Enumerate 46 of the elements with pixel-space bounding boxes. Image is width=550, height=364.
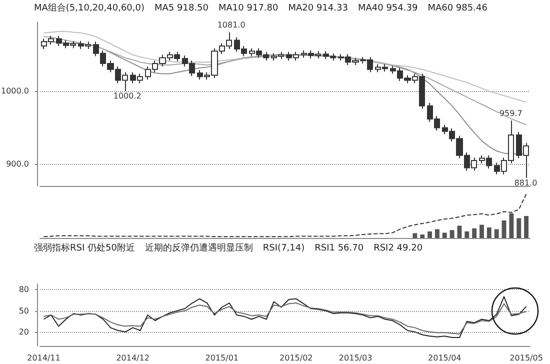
annotation: 881.0 [514,178,538,188]
x-tick-label: 2015/01 [205,354,239,362]
y-tick-label: 900.0 [6,160,29,169]
line-series [43,302,527,335]
bar [464,231,470,238]
y-tick-label: 20 [18,327,29,336]
bar [420,234,425,238]
text: MA10 917.80 [218,4,279,14]
line-series [43,30,527,103]
text: MA20 914.33 [288,4,348,14]
bar [428,231,432,238]
text: MA40 954.39 [358,4,418,14]
x-tick-label: 2015/05 [510,354,543,362]
x-tick-label: 2015/03 [338,354,372,362]
x-tick-label: 2014/11 [27,354,60,362]
annotation: 1000.2 [113,92,142,101]
bar [486,227,492,238]
text: RSI(7,14) [262,244,305,254]
y-tick-label: 80 [18,285,29,294]
x-tick-label: 2015/02 [280,354,313,362]
bar [450,230,454,238]
bar [516,218,522,238]
x-tick-label: 2014/12 [116,354,150,362]
text: MA组合(5,10,20,40,60,0) [34,2,145,14]
bar [434,229,440,238]
text: RSI2 49.20 [374,244,423,254]
text: 近期的反弹仍遭遇明显压制 [144,242,253,254]
bar [480,224,484,238]
bar [472,228,477,238]
bar [457,226,462,238]
y-tick-label: 1000.0 [1,86,29,96]
bar [442,232,447,238]
annotation: 1081.0 [217,20,246,30]
text: MA60 985.46 [428,4,488,14]
text: MA5 918.50 [154,4,209,14]
bar [524,216,529,238]
bar [494,229,499,238]
line-series [43,36,527,126]
text: 强弱指标RSI 仍处50附近 [34,242,135,254]
line-series [43,296,527,338]
bar [509,213,514,238]
annotation: 959.7 [499,109,522,118]
text: RSI1 56.70 [314,244,364,254]
y-tick-label: 50 [18,306,29,316]
x-tick-label: 2015/04 [428,354,462,362]
bar [412,233,418,238]
